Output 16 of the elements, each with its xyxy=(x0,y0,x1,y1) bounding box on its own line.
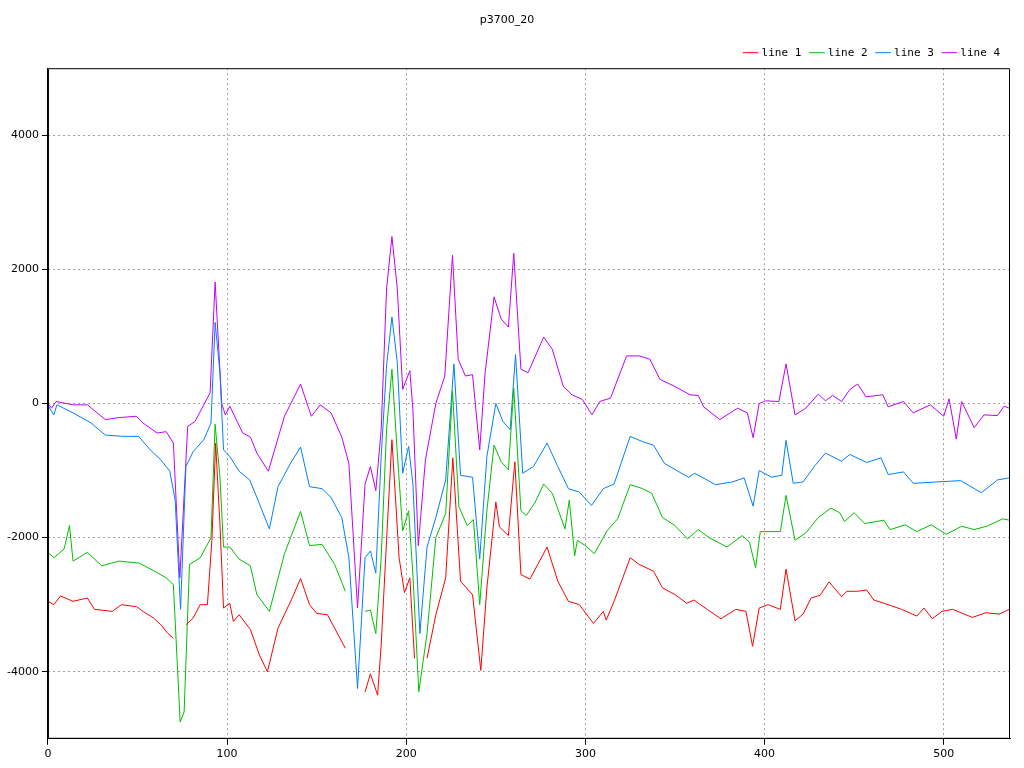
x-tick-label: 400 xyxy=(754,747,776,761)
x-tick-label: 100 xyxy=(216,747,238,761)
x-tick-label: 0 xyxy=(44,747,52,761)
y-tick-label: -4000 xyxy=(6,664,39,678)
legend-label: line 1 xyxy=(761,45,802,59)
x-tick-label: 300 xyxy=(574,747,596,761)
legend-label: line 3 xyxy=(894,45,934,59)
y-tick-label: 2000 xyxy=(10,262,39,276)
legend-label: line 2 xyxy=(827,45,868,59)
x-tick-label: 200 xyxy=(395,747,417,761)
y-tick-label: 4000 xyxy=(10,128,39,142)
y-tick-label: 0 xyxy=(31,396,39,410)
x-tick-label: 500 xyxy=(933,747,955,761)
legend-label: line 4 xyxy=(960,45,1001,59)
chart-title: p3700_20 xyxy=(479,13,535,27)
y-tick-label: -2000 xyxy=(6,530,39,544)
